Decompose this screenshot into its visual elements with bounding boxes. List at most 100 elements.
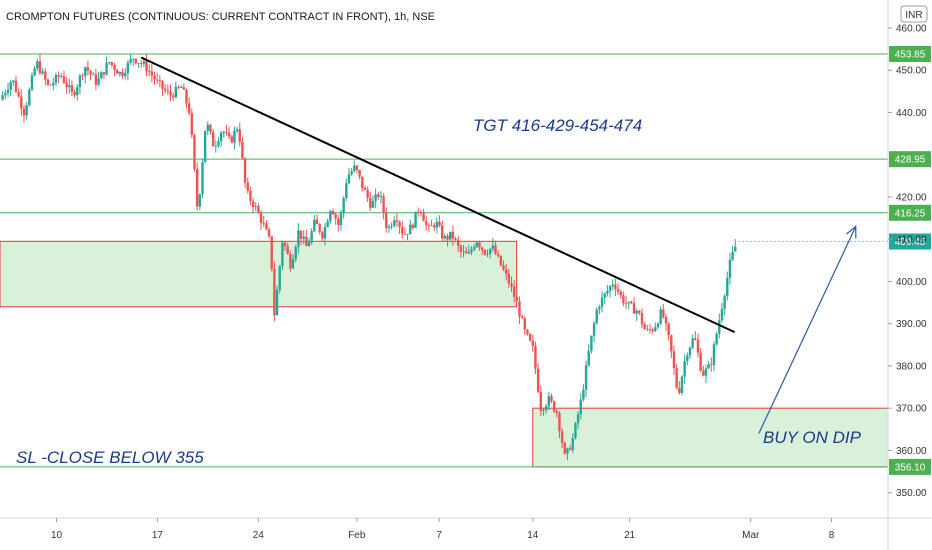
candle-body <box>161 80 164 89</box>
candle-body <box>294 247 297 260</box>
candle-body <box>731 251 734 260</box>
candle-body <box>278 266 281 290</box>
candle-body <box>41 71 44 74</box>
candle-body <box>472 246 476 250</box>
last-price-badge <box>889 233 931 250</box>
candle-body <box>158 79 162 81</box>
candle-body <box>691 338 694 348</box>
candle-body <box>619 291 622 296</box>
candle-body <box>454 238 457 240</box>
candle-body <box>694 338 697 340</box>
candle-body <box>488 248 492 254</box>
candle-body <box>531 340 534 346</box>
y-tick-label: 400.00 <box>896 277 927 288</box>
y-tick-label: 410.00 <box>896 235 927 246</box>
candle-body <box>353 165 356 172</box>
candle-body <box>230 136 233 143</box>
candle-body <box>494 245 497 255</box>
candle-body <box>190 113 194 136</box>
candle-body <box>462 251 465 253</box>
candle-body <box>632 303 636 314</box>
currency-badge[interactable]: INR <box>900 5 928 23</box>
candle-body <box>209 124 212 132</box>
candle-body <box>116 70 119 74</box>
candle-body <box>371 201 375 208</box>
price-levels: 453.85 428.95 416.25 356.10 409.45 <box>0 45 931 475</box>
candle-body <box>675 367 678 388</box>
candle-body <box>68 85 71 88</box>
candle-body <box>211 131 215 147</box>
candle-body <box>374 194 377 202</box>
candle-body <box>273 268 276 316</box>
currency-label: INR <box>905 10 922 21</box>
candle-body <box>65 82 68 88</box>
candle-body <box>449 231 452 240</box>
candle-body <box>291 259 295 269</box>
candle-body <box>323 226 327 239</box>
candle-body <box>480 247 484 250</box>
candle-body <box>315 219 319 225</box>
candle-body <box>369 197 372 208</box>
candle-body <box>6 89 10 93</box>
candle-body <box>696 339 700 353</box>
candle-body <box>326 221 329 227</box>
candle-body <box>433 225 436 228</box>
candle-body <box>358 169 361 177</box>
x-axis[interactable]: 10 17 24 Feb 7 14 21 Mar 8 <box>0 517 932 541</box>
candle-body <box>542 410 545 411</box>
candle-body <box>270 236 273 269</box>
candle-body <box>134 58 138 64</box>
candle-body <box>385 213 388 229</box>
candle-body <box>502 265 505 270</box>
candle-body <box>496 254 500 256</box>
candle-body <box>132 58 135 60</box>
candle-body <box>707 364 710 369</box>
candle-body <box>571 438 574 450</box>
candle-body <box>526 329 529 334</box>
candle-body <box>446 235 449 240</box>
candle-body <box>345 183 348 198</box>
candle-body <box>206 124 209 131</box>
candle-body <box>587 350 590 366</box>
candle-body <box>267 229 271 237</box>
candle-body <box>478 242 481 248</box>
candle-body <box>438 221 441 226</box>
candle-body <box>435 221 439 228</box>
candle-body <box>441 225 444 239</box>
candle-body <box>302 236 305 239</box>
y-tick-label: 460.00 <box>896 24 927 35</box>
candle-body <box>411 224 415 228</box>
candle-body <box>203 130 207 163</box>
candle-body <box>606 291 609 294</box>
candle-body <box>667 323 670 336</box>
y-tick-label: 370.00 <box>896 404 927 415</box>
candle-body <box>182 87 186 90</box>
candles <box>1 54 737 460</box>
candle-body <box>539 391 542 411</box>
candle-body <box>155 79 159 81</box>
candle-body <box>30 75 34 90</box>
candle-body <box>259 213 263 223</box>
x-tick-label: 24 <box>253 530 265 541</box>
candle-body <box>89 70 92 75</box>
candle-body <box>616 289 620 292</box>
candle-body <box>715 333 718 345</box>
candle-body <box>22 108 26 116</box>
forecast-arrow-shaft <box>758 226 857 434</box>
candle-body <box>499 255 503 266</box>
candle-body <box>504 269 508 274</box>
candle-body <box>662 309 665 317</box>
candle-body <box>491 245 495 249</box>
y-tick-label: 390.00 <box>896 319 927 330</box>
candle-body <box>520 316 524 319</box>
candle-body <box>246 182 249 191</box>
candle-body <box>169 91 172 96</box>
candle-body <box>241 141 244 159</box>
candle-body <box>86 67 90 71</box>
candle-body <box>614 284 617 290</box>
candle-body <box>147 71 151 73</box>
candle-body <box>100 72 103 79</box>
candle-body <box>393 220 396 226</box>
y-axis[interactable]: 350.00 360.00 370.00 380.00 390.00 400.00 410.… <box>887 0 927 550</box>
